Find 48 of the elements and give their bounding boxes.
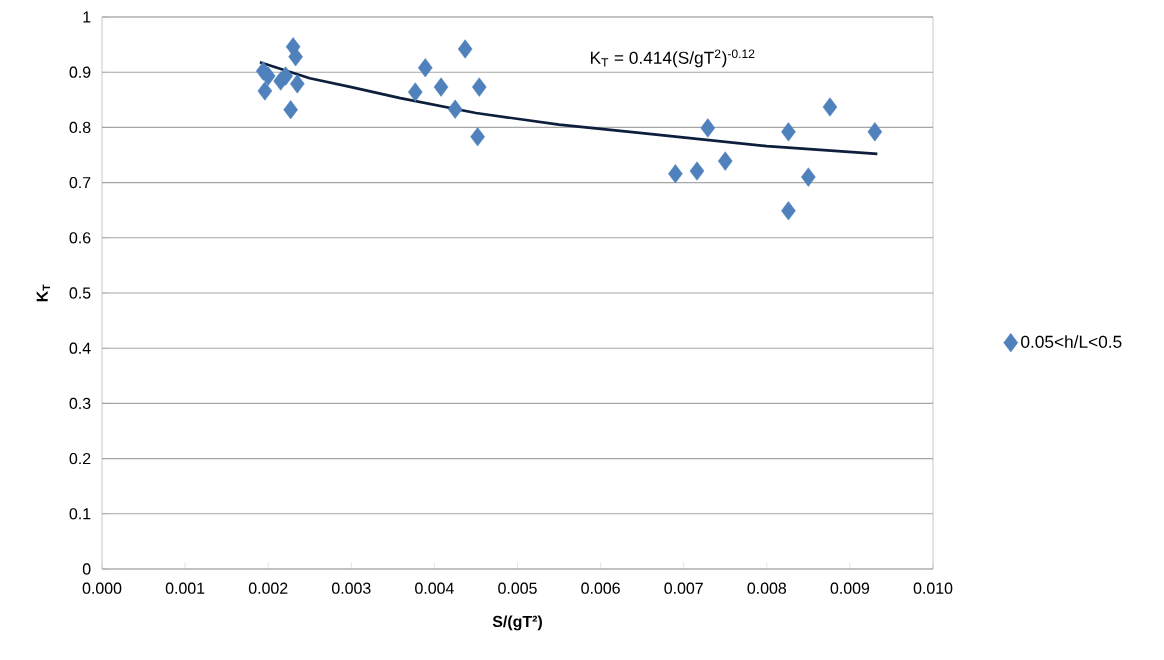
x-tick-label: 0.001 (165, 582, 205, 594)
point (781, 201, 796, 221)
point (260, 66, 276, 86)
y-tick-label: 0.5 (69, 287, 91, 299)
point (408, 82, 423, 102)
point (689, 161, 705, 181)
y-axis-title: K$_{T}$ (36, 284, 51, 302)
y-tick-label: 0.1 (69, 508, 91, 520)
y-tick-label: 0.4 (69, 342, 91, 354)
y-tick-label: 0.7 (69, 176, 91, 189)
y-tick-label: 0.8 (69, 121, 91, 134)
x-tick-label: 0.006 (581, 582, 620, 594)
y-tick-label: 1 (83, 11, 91, 23)
point (418, 58, 433, 78)
y-tick-label: 0.9 (69, 66, 91, 78)
point (822, 97, 838, 117)
point (472, 77, 487, 97)
y-tick-label: 0.3 (69, 397, 91, 410)
point (668, 164, 683, 184)
x-tick-label: 0.004 (415, 582, 454, 594)
y-tick-label: 0.6 (69, 232, 91, 244)
point (457, 39, 473, 59)
point (470, 127, 485, 147)
point (717, 151, 733, 171)
point (257, 81, 273, 101)
point (700, 118, 716, 138)
point (290, 74, 305, 94)
point (781, 122, 796, 142)
x-tick-label: 0.010 (913, 582, 953, 594)
y-tick-label: 0 (82, 563, 91, 575)
x-tick-label: 0.009 (830, 582, 870, 594)
point (801, 167, 816, 187)
x-tick-label: 0.005 (498, 582, 537, 594)
y-tick-label: 0.2 (69, 452, 91, 465)
x-tick-label: 0.002 (248, 582, 288, 594)
x-tick-label: 0.003 (331, 582, 371, 594)
point (283, 100, 298, 120)
x-tick-label: 0.008 (747, 582, 787, 594)
x-axis-title: S/(gT²) (492, 615, 542, 631)
point (867, 122, 883, 142)
point (278, 66, 293, 86)
point (288, 47, 303, 67)
legend-label: 0.05<h/L<0.5 (1021, 335, 1122, 348)
point (433, 77, 449, 97)
x-tick-label: 0.007 (664, 582, 703, 594)
point (447, 99, 463, 119)
annotation: K$_{T}$ = 0.414(S/gT$^{2}$)$^{-0.12}$ (590, 49, 755, 68)
x-tick-label: 0.000 (82, 582, 122, 594)
